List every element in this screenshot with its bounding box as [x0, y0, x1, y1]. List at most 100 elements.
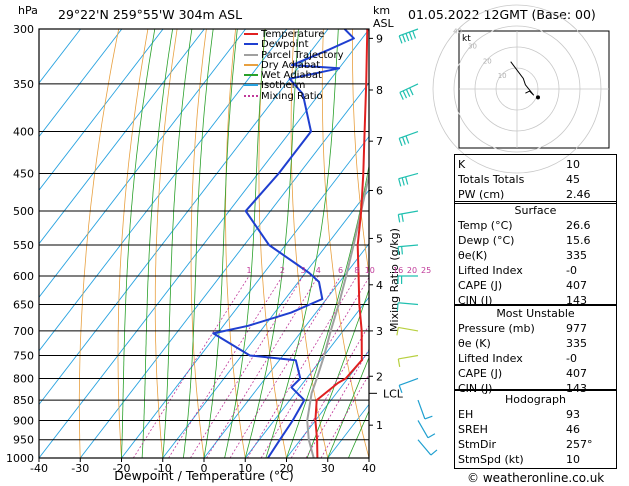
km-tick-label: 7 [376, 135, 383, 148]
index-value: 10 [566, 158, 580, 171]
index-value: 15.6 [566, 234, 591, 247]
mixing-ratio-label: 25 [421, 266, 431, 275]
index-row: Temp (°C) 26.6 [454, 218, 622, 233]
index-value: 257° [566, 438, 593, 451]
barb-flag [402, 90, 408, 99]
hodograph-unit-label: kt [462, 34, 471, 44]
asl-label: ASL [373, 17, 394, 30]
index-value: 143 [566, 382, 587, 395]
barb-staff [417, 439, 432, 456]
index-value: 10 [566, 453, 580, 466]
x-tick-label: -40 [30, 462, 48, 475]
barb-flag [409, 87, 414, 96]
surface-box [454, 201, 617, 306]
index-row: StmSpd (kt) 10 [454, 452, 622, 467]
temperature-line [314, 29, 369, 458]
pressure-tick-label: 300 [13, 23, 34, 36]
km-tick-label: 3 [376, 325, 383, 338]
barb-flag [396, 302, 399, 311]
km-label: km [373, 4, 391, 17]
x-tick-label: -10 [154, 462, 172, 475]
index-row: K 10 [454, 157, 622, 172]
x-axis-label: Dewpoint / Temperature (°C) [114, 468, 293, 483]
isotherm-line [286, 350, 369, 458]
datetime-title: 01.05.2022 12GMT (Base: 00) [408, 7, 596, 22]
indices-box [454, 154, 617, 204]
legend-label: Dewpoint [261, 39, 309, 51]
wet-adiabat-line [183, 29, 214, 458]
pressure-tick-label: 350 [13, 78, 34, 91]
wind-barb [396, 302, 419, 311]
surface-title: Surface [514, 204, 557, 217]
wind-barb [397, 275, 418, 284]
barb-flag [399, 92, 404, 100]
index-label: CAPE (J) [458, 279, 503, 292]
x-tick-label: -20 [113, 462, 131, 475]
location-title: 29°22'N 259°55'W 304m ASL [58, 7, 243, 22]
index-label: PW (cm) [458, 188, 505, 201]
pressure-tick-label: 650 [13, 299, 34, 312]
wind-barb [397, 244, 419, 255]
barb-flag [398, 35, 403, 44]
storm-motion-marker [536, 95, 540, 100]
x-tick-label: 20 [280, 462, 294, 475]
barb-staff [417, 420, 429, 439]
mixing-ratio-line [320, 373, 369, 458]
legend-swatch [244, 53, 258, 56]
km-tick-label: 6 [376, 184, 383, 197]
barb-staff [398, 302, 419, 306]
index-label: Dewp (°C) [458, 234, 515, 247]
hodograph-title: Hodograph [505, 393, 566, 406]
legend-item: Dry Adiabat [244, 59, 344, 71]
barb-flag [396, 327, 399, 336]
legend-label: Dry Adiabat [261, 59, 321, 71]
hodograph-frame [458, 30, 610, 149]
pressure-tick-label: 600 [13, 270, 34, 283]
copyright-footer: © weatheronline.co.uk [467, 471, 605, 485]
index-row: Lifted Index -0 [454, 263, 622, 278]
wind-barb [396, 326, 419, 336]
index-value: -0 [566, 264, 577, 277]
index-row: PW (cm) 2.46 [454, 187, 622, 202]
dry-adiabat-line [352, 29, 369, 277]
legend-item: Dewpoint [244, 40, 344, 50]
hodograph-ring-label: 10 [498, 72, 507, 80]
legend-label: Wet Adiabat [261, 70, 322, 82]
x-tick-label: 10 [238, 462, 252, 475]
isotherm-line [39, 29, 369, 458]
barb-flag [401, 246, 403, 255]
x-tick-label: -30 [71, 462, 89, 475]
index-row: CAPE (J) 407 [454, 366, 622, 381]
isotherm-line [79, 82, 369, 458]
index-label: Lifted Index [458, 264, 523, 277]
barb-staff [399, 28, 419, 37]
index-row: SREH 46 [454, 422, 622, 437]
mixing-ratio-label: 4 [316, 266, 321, 275]
index-value: 335 [566, 249, 587, 262]
wind-barb [417, 399, 433, 420]
isotherm-line [121, 135, 369, 458]
mixing-ratio-label: 8 [354, 266, 359, 275]
pressure-tick-label: 800 [13, 372, 34, 385]
barb-flag [401, 213, 404, 222]
lcl-label: LCL [383, 387, 404, 400]
mixing-ratio-axis-label: Mixing Ratio (g/kg) [388, 228, 401, 332]
legend-item: Temperature [244, 29, 344, 40]
index-row: CAPE (J) 407 [454, 278, 622, 293]
wind-barb [397, 354, 419, 367]
hodograph-trace [510, 61, 535, 96]
barb-staff [398, 326, 419, 332]
index-label: StmDir [458, 438, 497, 451]
mixing-ratio-label: 1 [247, 266, 252, 275]
barb-flag [397, 358, 401, 367]
wind-barb [398, 172, 419, 187]
wet-adiabat-line [162, 29, 193, 458]
barb-flag [402, 136, 406, 145]
wet-adiabat-line [203, 29, 238, 458]
hodograph-table: EH 93 SREH 46 StmDir 257° StmSpd (kt) 10 [454, 407, 622, 467]
hodograph-box [454, 389, 617, 469]
wind-barbs [396, 28, 438, 456]
km-tick-label: 9 [376, 32, 383, 45]
hodograph-ring-label: 20 [483, 57, 492, 65]
